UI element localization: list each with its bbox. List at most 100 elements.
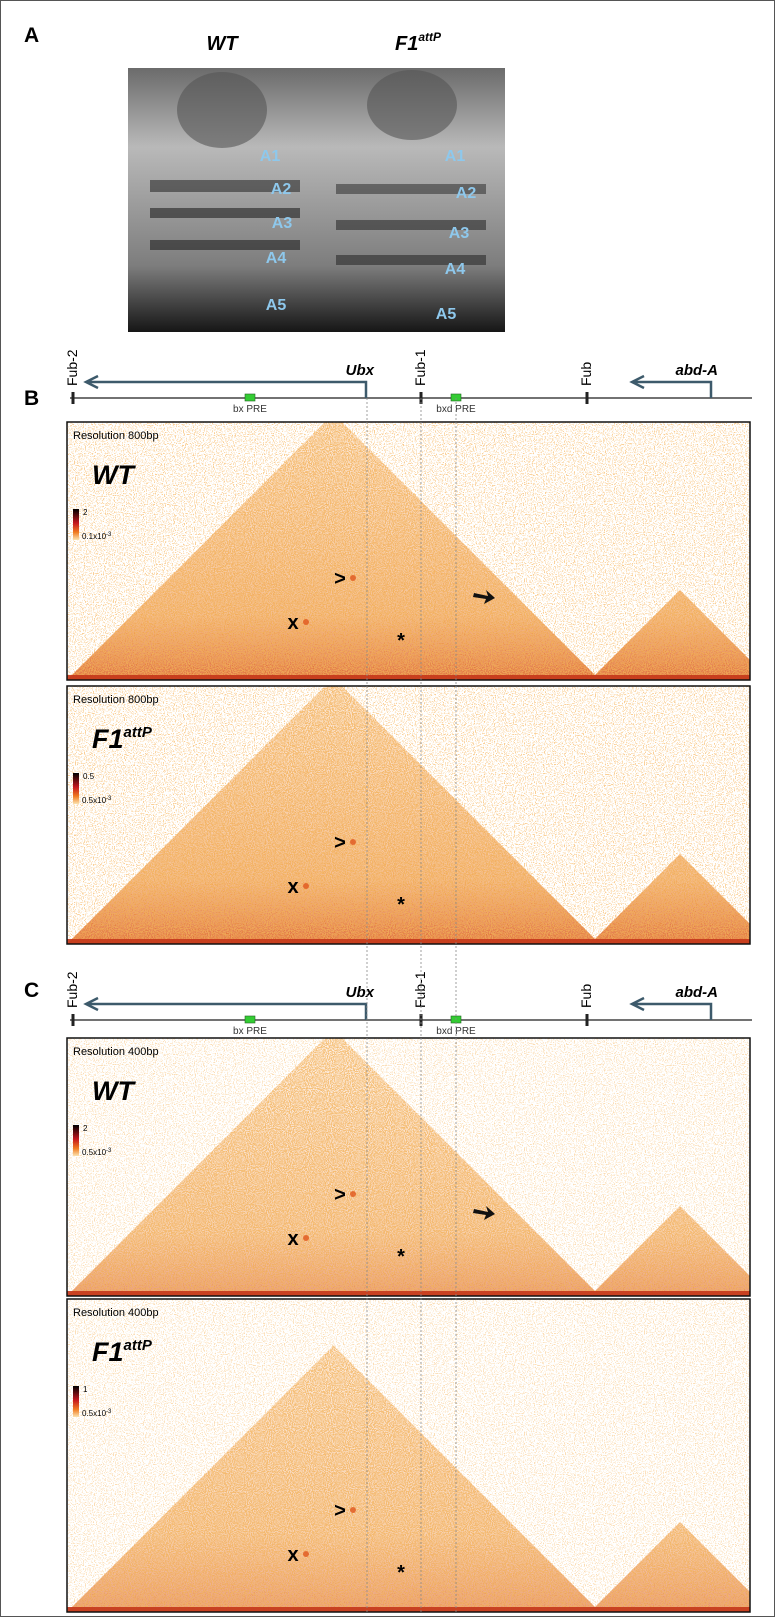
resolution-label: Resolution 800bp	[73, 430, 159, 442]
panel-label: A	[24, 24, 39, 47]
contact-map	[66, 421, 751, 681]
segment-label: A3	[449, 225, 470, 242]
feature-marker: >	[334, 568, 346, 590]
diagonal	[67, 1607, 750, 1612]
panel-label: B	[24, 387, 39, 410]
genotype-label-base: WT	[92, 1076, 136, 1106]
map-body	[67, 1038, 750, 1296]
segment-label: A5	[266, 297, 287, 314]
gene-arrow	[83, 374, 368, 398]
title-sup: attP	[418, 30, 442, 44]
contact-map	[66, 1298, 751, 1613]
scale-min-base: 0.1x10	[82, 532, 107, 541]
boundary-label: Fub-2	[64, 971, 80, 1008]
resolution-label: Resolution 400bp	[73, 1307, 159, 1319]
scale-max: 2	[83, 508, 88, 517]
scale-min-base: 0.5x10	[82, 1409, 107, 1418]
pre-box	[244, 393, 256, 402]
feature-marker: x	[287, 1228, 298, 1250]
map-body	[67, 1299, 750, 1612]
gene-label: abd-A	[676, 984, 719, 1001]
scale-min-sup: -3	[106, 532, 112, 538]
scale-min: 0.5x10-3	[82, 1409, 112, 1418]
feature-marker: *	[397, 630, 405, 652]
scale-min-sup: -3	[106, 1409, 112, 1415]
color-scale	[73, 1386, 79, 1417]
feature-marker: x	[287, 612, 298, 634]
map-border	[66, 685, 751, 945]
boundary-label: Fub-1	[412, 971, 428, 1008]
pre-label: bx PRE	[233, 1026, 267, 1037]
map-body	[67, 686, 750, 944]
diagonal	[67, 939, 750, 944]
map-border	[66, 421, 751, 681]
map-body	[67, 422, 750, 680]
map-border	[66, 1037, 751, 1297]
genotype-label: F1attP	[92, 724, 153, 754]
boundary-tick	[585, 1014, 589, 1026]
scale-min: 0.5x10-3	[82, 1148, 112, 1157]
panel-label: C	[24, 979, 39, 1002]
diagonal	[67, 1291, 750, 1296]
contact-map	[66, 1037, 751, 1297]
genotype-label: WT	[92, 1076, 136, 1106]
contact-map	[66, 685, 751, 945]
genotype-label: F1attP	[92, 1337, 153, 1367]
contact-dot	[350, 1191, 356, 1197]
genotype-label-sup: attP	[124, 724, 153, 741]
gene-label: Ubx	[346, 984, 375, 1001]
scale-max: 1	[83, 1385, 88, 1394]
pre-label: bx PRE	[233, 404, 267, 415]
segment-label: A4	[445, 261, 466, 278]
scale-min: 0.1x10-3	[82, 532, 112, 541]
contact-dot	[303, 619, 309, 625]
feature-marker: *	[397, 894, 405, 916]
contact-dot	[303, 1551, 309, 1557]
contact-dot	[303, 1235, 309, 1241]
boundary-arrow	[473, 590, 495, 604]
scale-min-sup: -3	[106, 1148, 112, 1154]
contact-dot	[350, 1507, 356, 1513]
diagonal	[67, 675, 750, 680]
gene-label: abd-A	[676, 362, 719, 379]
segment-label: A2	[271, 181, 292, 198]
boundary-arrow	[473, 1206, 495, 1220]
color-scale	[73, 773, 79, 804]
feature-marker: *	[397, 1246, 405, 1268]
feature-marker: >	[334, 1500, 346, 1522]
genotype-label-sup: attP	[124, 1337, 153, 1354]
feature-marker: >	[334, 832, 346, 854]
contact-dot	[350, 839, 356, 845]
genotype-label-base: F1	[92, 724, 124, 754]
scale-min: 0.5x10-3	[82, 796, 112, 805]
pre-label: bxd PRE	[436, 404, 476, 415]
segment-label: A1	[260, 148, 281, 165]
color-scale	[73, 1125, 79, 1156]
resolution-label: Resolution 800bp	[73, 694, 159, 706]
boundary-tick	[71, 392, 75, 404]
mutant-title: F1attP	[395, 30, 442, 55]
genotype-label-base: WT	[92, 460, 136, 490]
resolution-label: Resolution 400bp	[73, 1046, 159, 1058]
feature-marker: *	[397, 1562, 405, 1584]
boundary-label: Fub	[578, 362, 594, 386]
scale-max: 2	[83, 1124, 88, 1133]
segment-label: A1	[445, 148, 466, 165]
segment-label: A4	[266, 250, 287, 267]
genotype-label: WT	[92, 460, 136, 490]
feature-marker: x	[287, 1544, 298, 1566]
photo-mutant	[316, 68, 505, 332]
scale-min-base: 0.5x10	[82, 1148, 107, 1157]
title-base: F1	[395, 33, 418, 55]
segment-label: A2	[456, 185, 477, 202]
gene-arrow	[83, 996, 368, 1020]
scale-max: 0.5	[83, 772, 95, 781]
gene-arrow	[629, 374, 713, 398]
feature-marker: >	[334, 1184, 346, 1206]
pre-box	[244, 1015, 256, 1024]
scale-min-base: 0.5x10	[82, 796, 107, 805]
contact-dot	[350, 575, 356, 581]
gene-arrow	[629, 996, 713, 1020]
color-scale	[73, 509, 79, 540]
boundary-label: Fub-2	[64, 349, 80, 386]
